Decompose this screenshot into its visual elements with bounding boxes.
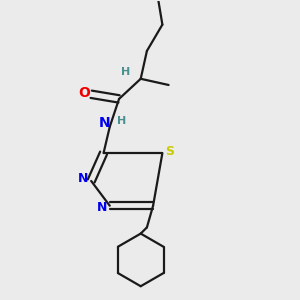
Text: N: N — [98, 116, 110, 130]
Text: N: N — [97, 201, 107, 214]
Text: S: S — [166, 145, 175, 158]
Text: N: N — [78, 172, 88, 185]
Text: H: H — [121, 67, 130, 77]
Text: H: H — [117, 116, 126, 126]
Text: O: O — [78, 86, 90, 100]
